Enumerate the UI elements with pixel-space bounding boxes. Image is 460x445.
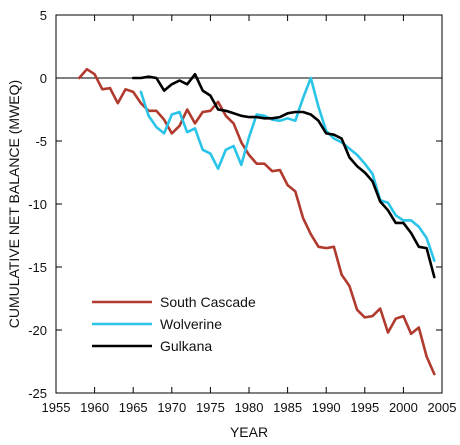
y-tick-label: 5 [40, 8, 47, 23]
y-tick-label: -10 [28, 197, 47, 212]
x-axis-label: YEAR [230, 424, 268, 440]
x-tick-label: 2005 [428, 400, 457, 415]
series-line-south-cascade [77, 67, 436, 376]
series-line-gulkana [131, 72, 436, 279]
x-tick-label: 1990 [312, 400, 341, 415]
x-tick-label: 1965 [119, 400, 148, 415]
x-tick-label: 1975 [196, 400, 225, 415]
legend: South Cascade Wolverine Gulkana [92, 294, 256, 354]
x-tick-label: 1960 [80, 400, 109, 415]
series-line-wolverine [139, 76, 436, 263]
axis-ticks: 1955 1960 1965 1970 1975 1980 1985 1990 1995 2000… [28, 8, 456, 415]
x-tick-label: 1970 [157, 400, 186, 415]
legend-label-wolverine: Wolverine [160, 316, 222, 332]
y-tick-label: -5 [35, 134, 47, 149]
y-tick-label: -25 [28, 386, 47, 401]
y-tick-label: 0 [40, 71, 47, 86]
x-tick-label: 1955 [42, 400, 71, 415]
x-tick-label: 1985 [273, 400, 302, 415]
y-tick-label: -15 [28, 260, 47, 275]
legend-label-south-cascade: South Cascade [160, 294, 256, 310]
x-tick-label: 2000 [389, 400, 418, 415]
series-lines [77, 67, 436, 376]
x-tick-label: 1995 [350, 400, 379, 415]
y-axis-label: CUMULATIVE NET BALANCE (MWEQ) [6, 80, 22, 328]
y-tick-label: -20 [28, 323, 47, 338]
legend-label-gulkana: Gulkana [160, 338, 212, 354]
x-tick-label: 1980 [235, 400, 264, 415]
